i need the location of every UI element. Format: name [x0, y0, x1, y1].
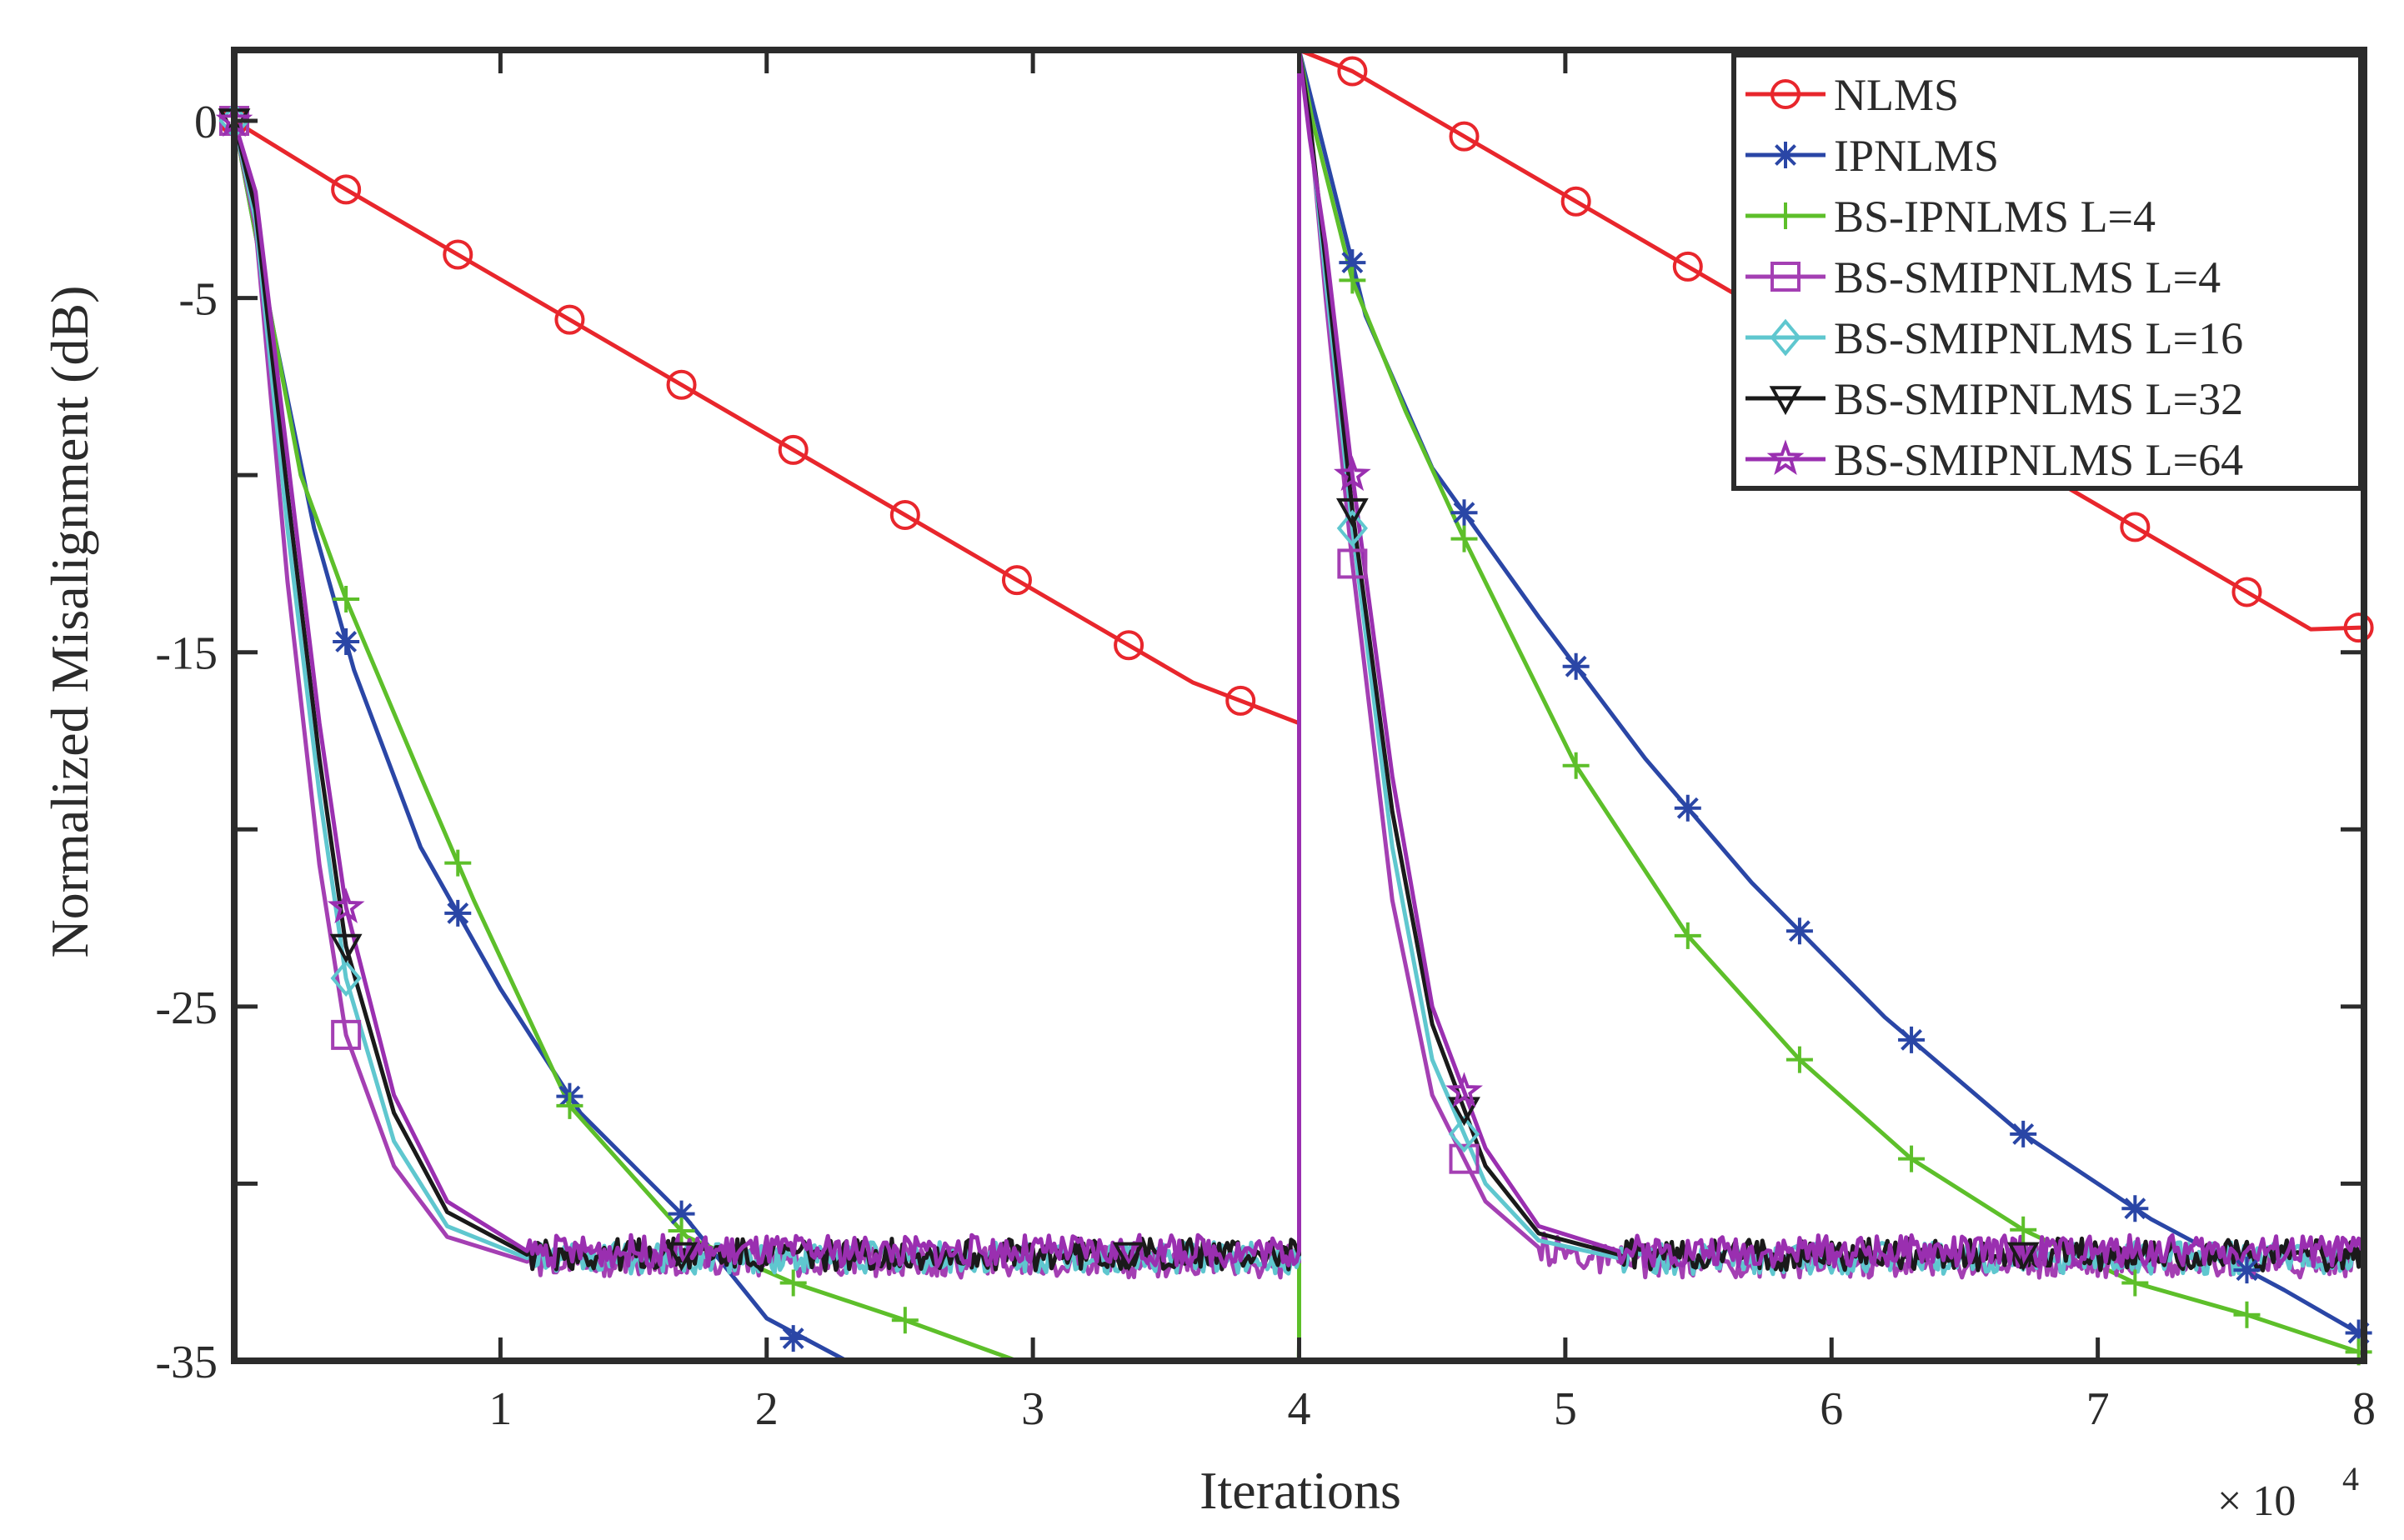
x-tick-label: 3 — [1021, 1383, 1044, 1435]
marker-plus — [2233, 1301, 2261, 1328]
marker-asterisk — [2121, 1195, 2149, 1222]
marker-asterisk — [1674, 794, 1701, 822]
marker-circle — [2343, 612, 2374, 643]
marker-circle — [554, 304, 585, 335]
x-multiplier-base: × 10 — [2217, 1478, 2296, 1525]
marker-circle — [1001, 565, 1032, 596]
marker-asterisk — [1785, 918, 1813, 945]
legend-label: BS-SMIPNLMS L=16 — [1834, 313, 2243, 363]
marker-star — [1445, 1072, 1483, 1108]
marker-square — [331, 1019, 362, 1050]
y-tick-label: -25 — [155, 982, 218, 1034]
marker-plus — [891, 1307, 919, 1334]
legend-marker-asterisk — [1772, 142, 1799, 168]
x-tick-label: 4 — [1288, 1383, 1311, 1435]
y-tick-label: 0 — [194, 97, 218, 148]
marker-asterisk — [1562, 652, 1590, 680]
marker-circle — [2120, 512, 2151, 542]
marker-plus — [779, 1269, 807, 1297]
marker-plus — [1562, 752, 1590, 779]
marker-asterisk — [1339, 249, 1366, 277]
x-multiplier: × 10 4 — [2217, 1460, 2359, 1525]
x-tick-label: 6 — [1820, 1383, 1843, 1435]
y-tick-label: -35 — [155, 1337, 218, 1388]
legend-marker-star — [1766, 439, 1805, 475]
marker-plus — [668, 1218, 695, 1245]
marker-asterisk — [1450, 499, 1478, 527]
x-axis-label: Iterations — [1199, 1461, 1401, 1520]
marker-plus — [1785, 1046, 1813, 1073]
legend-marker-triangle-down — [1769, 386, 1802, 416]
marker-asterisk — [1898, 1026, 1926, 1053]
marker-circle — [889, 499, 920, 530]
marker-plus — [444, 849, 472, 877]
legend-label: BS-IPNLMS L=4 — [1834, 192, 2156, 242]
marker-diamond — [1448, 1115, 1480, 1153]
marker-plus — [333, 585, 360, 612]
marker-triangle-down — [329, 933, 363, 963]
marker-plus — [556, 1092, 583, 1119]
legend-label: BS-SMIPNLMS L=4 — [1834, 252, 2221, 302]
x-tick-label: 2 — [755, 1383, 779, 1435]
x-tick-label: 8 — [2352, 1383, 2376, 1435]
marker-star — [1333, 455, 1371, 492]
marker-layer — [215, 56, 2374, 1366]
legend-label: BS-SMIPNLMS L=32 — [1834, 374, 2243, 424]
legend: NLMS IPNLMS BS-IPNLMS L=4 BS-SMIPNLMS L=4 BS… — [1731, 52, 2363, 491]
y-tick-label: -15 — [155, 628, 218, 680]
legend-box — [1731, 52, 2363, 491]
marker-star — [327, 888, 365, 923]
marker-asterisk — [779, 1325, 807, 1352]
marker-plus — [2010, 1216, 2037, 1243]
marker-asterisk — [333, 628, 360, 655]
y-tick-label: -5 — [178, 274, 218, 326]
legend-marker-square — [1770, 262, 1800, 292]
marker-triangle-down — [665, 1242, 698, 1272]
marker-circle — [2231, 577, 2262, 608]
marker-square — [1337, 548, 1368, 579]
marker-circle — [331, 174, 362, 205]
marker-circle — [1672, 251, 1703, 282]
marker-asterisk — [2345, 1319, 2372, 1347]
x-tick-label: 7 — [2086, 1383, 2110, 1435]
marker-plus — [1339, 267, 1366, 294]
marker-circle — [1337, 56, 1368, 87]
legend-marker-diamond — [1770, 318, 1801, 357]
marker-triangle-down — [2006, 1242, 2040, 1272]
legend-marker-plus — [1772, 202, 1799, 229]
marker-circle — [778, 434, 809, 465]
marker-asterisk — [668, 1200, 695, 1228]
legend-label: BS-SMIPNLMS L=64 — [1834, 435, 2243, 485]
marker-circle — [1225, 685, 1256, 716]
marker-plus — [1450, 525, 1478, 552]
marker-circle — [666, 369, 697, 400]
marker-triangle-down — [1335, 498, 1369, 528]
marker-diamond — [1336, 509, 1368, 548]
x-multiplier-exponent: 4 — [2342, 1460, 2359, 1498]
x-tick-label: 1 — [488, 1383, 512, 1435]
y-axis-label: Normalized Misalignment (dB) — [40, 286, 99, 958]
marker-circle — [1560, 186, 1591, 217]
marker-square — [1449, 1143, 1480, 1174]
marker-plus — [2121, 1269, 2149, 1297]
marker-circle — [1449, 121, 1480, 152]
legend-marker-circle — [1770, 79, 1800, 109]
marker-circle — [1114, 630, 1144, 661]
legend-label: NLMS — [1834, 70, 1959, 120]
legend-label: IPNLMS — [1834, 131, 1999, 181]
marker-triangle-down — [1112, 1242, 1145, 1272]
series-line — [232, 48, 2366, 1269]
marker-diamond — [330, 959, 362, 998]
x-tick-label: 5 — [1554, 1383, 1577, 1435]
marker-asterisk — [444, 899, 472, 927]
marker-plus — [1898, 1145, 1926, 1172]
marker-asterisk — [2010, 1120, 2037, 1148]
marker-asterisk — [2233, 1257, 2261, 1284]
marker-circle — [443, 239, 473, 270]
marker-plus — [1674, 922, 1701, 949]
